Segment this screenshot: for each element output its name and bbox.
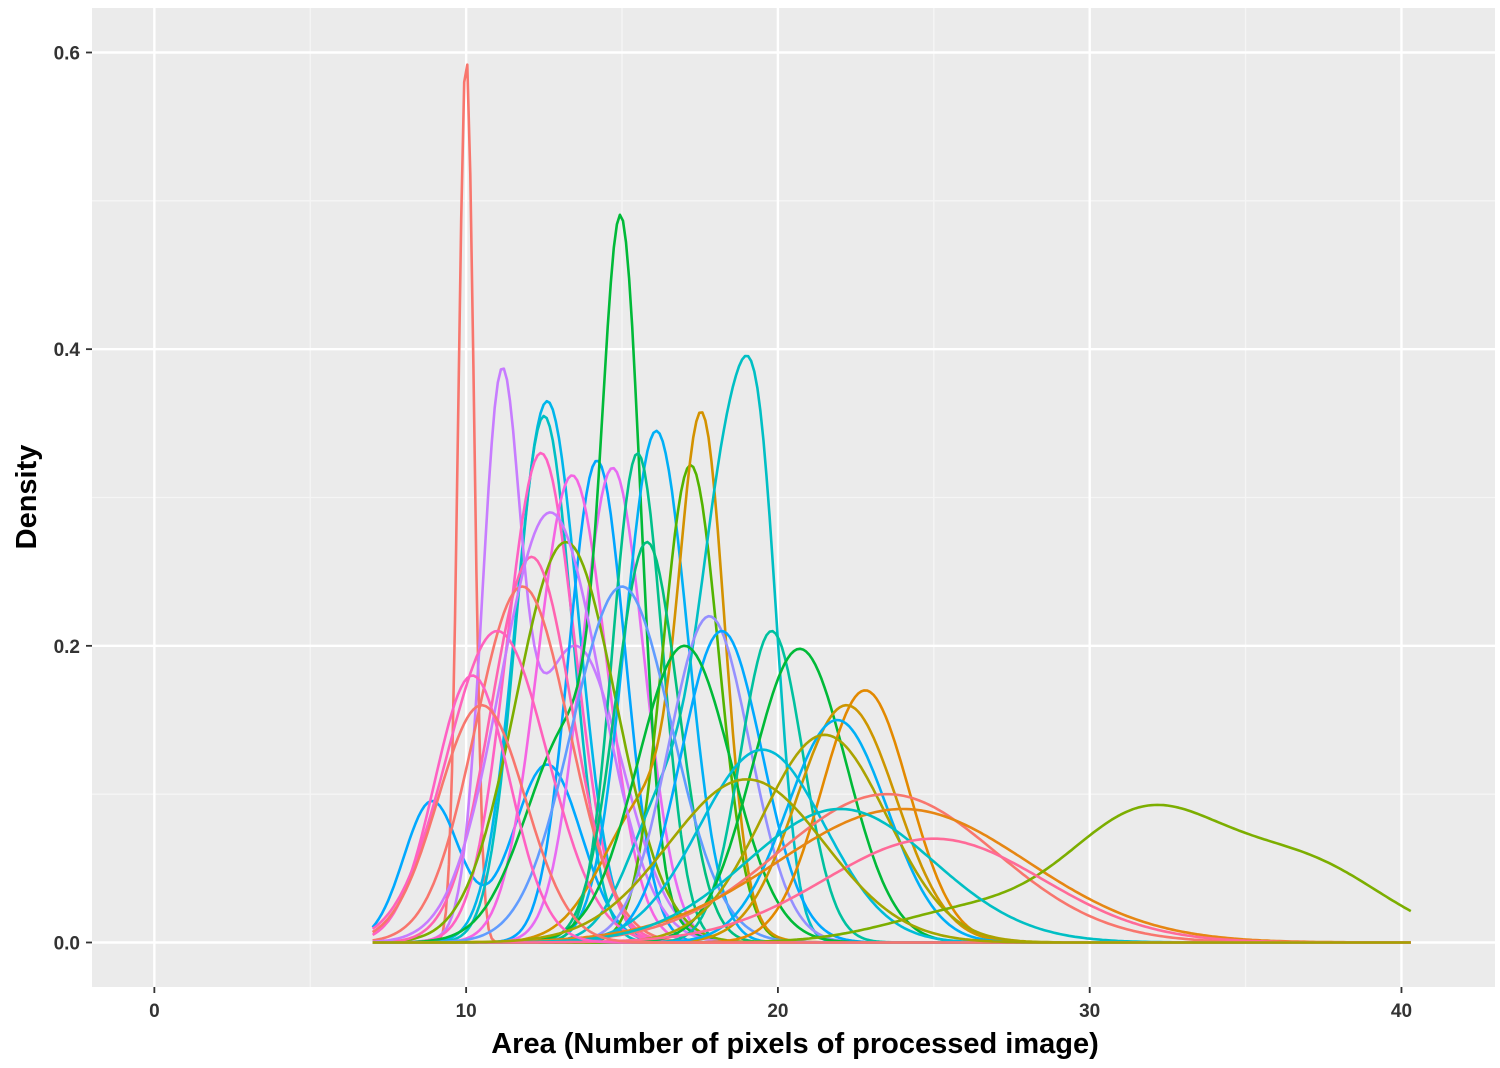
density-curve-s40 bbox=[372, 778, 1411, 944]
density-curve-s37 bbox=[372, 837, 1411, 944]
y-axis-title: Density bbox=[11, 445, 43, 550]
x-axis: 0 10 20 30 40 bbox=[149, 987, 1412, 1022]
y-tick-label: 0.6 bbox=[54, 44, 80, 65]
x-tick-label: 20 bbox=[767, 1001, 788, 1022]
x-tick-label: 0 bbox=[149, 1001, 160, 1022]
x-tick-label: 10 bbox=[456, 1001, 477, 1022]
y-tick-label: 0.2 bbox=[54, 637, 80, 658]
y-tick-label: 0.4 bbox=[54, 340, 81, 361]
gridlines bbox=[92, 8, 1495, 987]
y-axis: 0.0 0.2 0.4 0.6 bbox=[54, 44, 92, 955]
y-tick-label: 0.0 bbox=[54, 934, 80, 955]
x-tick-label: 30 bbox=[1079, 1001, 1100, 1022]
x-tick-label: 40 bbox=[1391, 1001, 1412, 1022]
x-axis-title: Area (Number of pixels of processed imag… bbox=[491, 1028, 1099, 1060]
plot-area bbox=[371, 63, 1412, 944]
